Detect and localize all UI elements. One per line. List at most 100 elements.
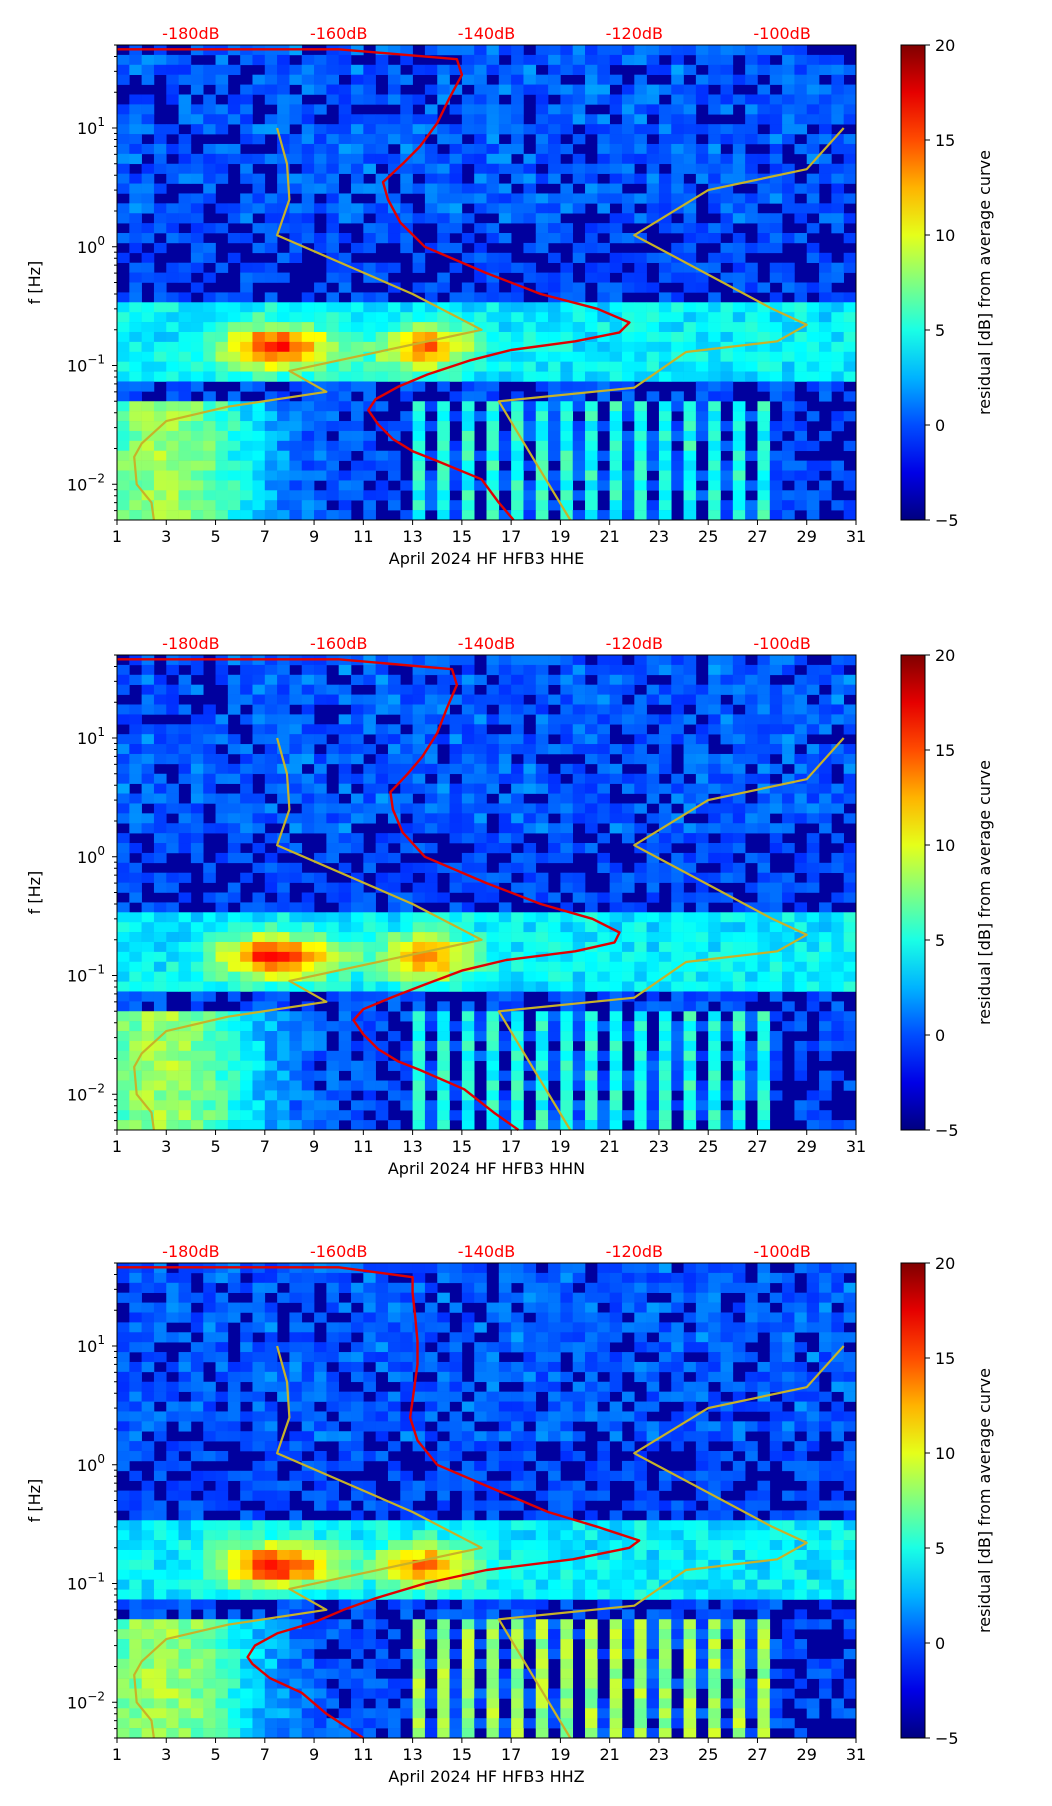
heatmap-cell [806, 252, 820, 264]
heatmap-cell [819, 1282, 832, 1293]
heatmap-cell [683, 252, 697, 264]
heatmap-cell [190, 912, 204, 923]
heatmap-cell [535, 193, 549, 204]
heatmap-cell [757, 1050, 771, 1062]
heatmap-cell [289, 173, 303, 184]
heatmap-cell [634, 922, 647, 933]
heatmap-cell [351, 892, 364, 903]
heatmap-cell [548, 203, 561, 214]
heatmap-cell [720, 1120, 734, 1131]
heatmap-cell [609, 655, 623, 666]
heatmap-cell [412, 64, 426, 75]
heatmap-cell [166, 450, 179, 461]
heatmap-cell [141, 684, 155, 695]
heatmap-cell [326, 440, 339, 452]
heatmap-cell [437, 803, 450, 814]
heatmap-cell [548, 381, 561, 392]
heatmap-cell [535, 54, 549, 66]
heatmap-cell [658, 124, 672, 135]
heatmap-cell [240, 902, 253, 913]
heatmap-cell [658, 753, 672, 765]
heatmap-cell [732, 143, 746, 155]
heatmap-cell [646, 1070, 660, 1081]
heatmap-cell [597, 1110, 610, 1121]
heatmap-cell [277, 981, 290, 992]
heatmap-cell [277, 1050, 290, 1062]
heatmap-cell [732, 971, 746, 982]
heatmap-cell [535, 674, 549, 685]
heatmap-cell [560, 912, 574, 923]
heatmap-cell [683, 932, 697, 943]
heatmap-cell [227, 114, 241, 125]
heatmap-cell [757, 421, 771, 432]
heatmap-cell [634, 94, 647, 105]
heatmap-cell [326, 272, 339, 283]
heatmap-cell [338, 902, 352, 913]
heatmap-cell [843, 233, 857, 244]
heatmap-cell [289, 213, 303, 224]
heatmap-cell [326, 312, 339, 323]
heatmap-cell [166, 704, 179, 715]
heatmap-cell [757, 1263, 771, 1274]
heatmap-cell [732, 1040, 746, 1052]
heatmap-cell [424, 1021, 438, 1032]
heatmap-cell [326, 252, 339, 264]
heatmap-cell [819, 282, 832, 293]
heatmap-cell [227, 480, 241, 491]
heatmap-cell [806, 470, 820, 481]
heatmap-cell [178, 292, 192, 303]
heatmap-cell [695, 143, 709, 155]
heatmap-cell [646, 440, 660, 452]
heatmap-cell [215, 500, 229, 511]
heatmap-cell [695, 932, 709, 943]
heatmap-cell [560, 430, 574, 442]
heatmap-cell [215, 480, 229, 491]
heatmap-cell [523, 124, 537, 135]
heatmap-cell [572, 882, 586, 893]
heatmap-cell [572, 1070, 586, 1081]
heatmap-cell [314, 1070, 327, 1081]
heatmap-cell [314, 411, 327, 422]
heatmap-cell [745, 823, 758, 834]
heatmap-cell [190, 233, 204, 244]
heatmap-cell [732, 783, 746, 794]
heatmap-cell [757, 153, 771, 165]
heatmap-cell [806, 351, 820, 362]
heatmap-cell [609, 971, 623, 982]
heatmap-cell [474, 744, 487, 755]
heatmap-cell [671, 872, 684, 883]
heatmap-cell [424, 981, 438, 992]
heatmap-cell [301, 1302, 315, 1313]
heatmap-cell [695, 262, 709, 273]
heatmap-cell [535, 351, 549, 362]
heatmap-cell [264, 1040, 278, 1052]
heatmap-cell [548, 173, 561, 184]
heatmap-cell [609, 233, 623, 244]
heatmap-cell [671, 430, 684, 442]
heatmap-cell [375, 312, 389, 323]
heatmap-cell [375, 753, 389, 765]
heatmap-cell [375, 852, 389, 864]
heatmap-cell [585, 961, 598, 972]
heatmap-cell [585, 902, 598, 913]
x-tick-label: 29 [797, 527, 817, 546]
heatmap-cell [240, 793, 253, 804]
heatmap-cell [658, 351, 672, 362]
heatmap-cell [129, 391, 142, 402]
heatmap-cell [498, 773, 512, 784]
heatmap-cell [609, 74, 623, 85]
heatmap-cell [572, 664, 586, 676]
heatmap-cell [190, 1110, 204, 1121]
x-tick-label: 5 [210, 527, 220, 546]
heatmap-cell [572, 203, 586, 214]
heatmap-cell [819, 361, 832, 372]
heatmap-cell [511, 1263, 524, 1274]
heatmap-cell [474, 981, 487, 992]
heatmap-cell [831, 744, 844, 755]
heatmap-cell [843, 312, 857, 323]
heatmap-cell [708, 351, 721, 362]
heatmap-cell [671, 1031, 684, 1042]
heatmap-cell [375, 872, 389, 883]
heatmap-cell [240, 1302, 253, 1313]
heatmap-cell [264, 1080, 278, 1091]
